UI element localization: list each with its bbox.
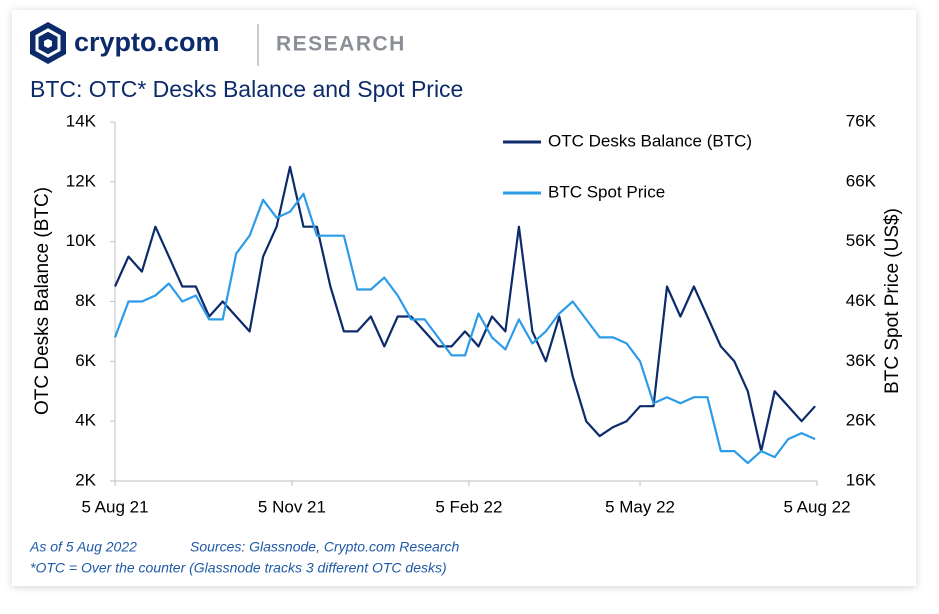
y-axis-label: OTC Desks Balance (BTC) <box>32 187 53 415</box>
chart-title: BTC: OTC* Desks Balance and Spot Price <box>30 76 463 102</box>
y2-tick-label: 26K <box>846 411 877 430</box>
y-tick-label: 4K <box>75 411 96 430</box>
x-tick-label: 5 Aug 21 <box>81 497 148 516</box>
x-tick-label: 5 May 22 <box>605 497 675 516</box>
y-tick-label: 8K <box>75 291 96 310</box>
note: As of 5 Aug 2022 <box>29 539 137 555</box>
logo <box>30 22 66 64</box>
x-tick-label: 5 Aug 22 <box>783 497 850 516</box>
legend-label: OTC Desks Balance (BTC) <box>548 131 752 150</box>
note: *OTC = Over the counter (Glassnode track… <box>30 560 447 576</box>
y2-tick-label: 36K <box>846 351 877 370</box>
y2-axis-label: BTC Spot Price (US$) <box>882 208 903 394</box>
legend-label: BTC Spot Price <box>548 182 665 201</box>
y-tick-label: 6K <box>75 351 96 370</box>
section: RESEARCH <box>276 33 406 56</box>
card <box>12 10 916 586</box>
x-tick-label: 5 Feb 22 <box>435 497 502 516</box>
y2-tick-label: 66K <box>846 171 877 190</box>
y2-tick-label: 76K <box>846 111 877 130</box>
y2-tick-label: 16K <box>846 470 877 489</box>
y-tick-label: 2K <box>75 470 96 489</box>
y-tick-label: 12K <box>66 171 97 190</box>
x-tick-label: 5 Nov 21 <box>258 497 326 516</box>
y-tick-label: 14K <box>66 111 97 130</box>
brand: crypto.com <box>74 27 220 57</box>
note: Sources: Glassnode, Crypto.com Research <box>190 539 459 555</box>
y-tick-label: 10K <box>66 231 97 250</box>
y2-tick-label: 56K <box>846 231 877 250</box>
line-series <box>113 165 816 453</box>
line-series <box>113 192 816 465</box>
y2-tick-label: 46K <box>846 291 877 310</box>
